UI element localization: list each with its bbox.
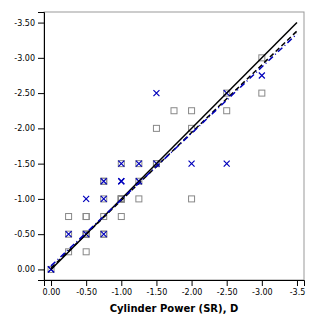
point (224, 161, 230, 167)
axis-line (45, 281, 305, 287)
tick-label: -3.50 (14, 19, 35, 28)
point (153, 125, 159, 131)
point (118, 161, 124, 167)
tick-mark (38, 199, 44, 200)
tick-label: -0.50 (14, 230, 35, 239)
series (51, 31, 297, 268)
tick-mark (156, 280, 157, 286)
point (83, 214, 89, 220)
tick: -3.00 (252, 280, 273, 297)
point (83, 214, 89, 220)
point (101, 196, 107, 202)
point (189, 108, 195, 114)
tick-mark (297, 280, 298, 286)
point (189, 196, 195, 202)
point (83, 249, 89, 255)
point (118, 178, 124, 184)
tick: -1.00 (111, 280, 132, 297)
point (66, 231, 72, 237)
tick-mark (192, 280, 193, 286)
point (259, 72, 265, 78)
tick-mark (38, 93, 44, 94)
tick: -1.50 (147, 280, 168, 297)
tick-label: 0.00 (43, 288, 61, 297)
tick-label: -1.00 (111, 288, 132, 297)
tick-label: -0.50 (76, 288, 97, 297)
tick: -3.5 (290, 280, 306, 297)
tick-mark (38, 128, 44, 129)
tick-mark (262, 280, 263, 286)
tick-label: -3.00 (14, 54, 35, 63)
point (118, 161, 124, 167)
point (259, 90, 265, 96)
line (51, 31, 297, 268)
point (101, 231, 107, 237)
tick-label: -1.00 (14, 195, 35, 204)
point (101, 196, 107, 202)
series (51, 23, 297, 270)
tick: -2.00 (14, 124, 44, 133)
tick-mark (51, 280, 52, 286)
point (66, 214, 72, 220)
tick-mark (86, 280, 87, 286)
tick-label: 0.00 (17, 265, 35, 274)
tick-mark (38, 269, 44, 270)
point (153, 90, 159, 96)
point (118, 178, 124, 184)
tick: -3.00 (14, 54, 44, 63)
point (83, 196, 89, 202)
line (51, 34, 297, 266)
axis-line (38, 13, 45, 281)
marks (48, 23, 297, 273)
series (51, 34, 297, 266)
tick-label: -2.00 (14, 124, 35, 133)
tick: -1.00 (14, 195, 44, 204)
y-axis: 0.00 -0.50 -1.00 -1.50 -2.00 -2.50 -3.00 -3.50 (14, 13, 44, 281)
tick: -0.50 (76, 280, 97, 297)
point (101, 178, 107, 184)
chart: 0.00-0.50-1.00-1.50-2.00-2.50-3.00-3.50.… (0, 0, 320, 320)
point (136, 196, 142, 202)
point (101, 178, 107, 184)
tick-label: -3.00 (252, 288, 273, 297)
point (171, 108, 177, 114)
point (118, 214, 124, 220)
tick-label: -2.00 (182, 288, 203, 297)
series (48, 72, 265, 272)
tick-label: -3.5 (290, 288, 306, 297)
tick: -2.00 (182, 280, 203, 297)
plot-frame (44, 12, 304, 280)
tick-mark (38, 58, 44, 59)
tick-mark (121, 280, 122, 286)
tick-label: -2.50 (14, 89, 35, 98)
tick-mark (38, 234, 44, 235)
tick-mark (38, 23, 44, 24)
plot: 0.00-0.50-1.00-1.50-2.00-2.50-3.00-3.50.… (14, 12, 305, 297)
point (101, 231, 107, 237)
tick: -1.50 (14, 160, 44, 169)
point (224, 108, 230, 114)
tick: -2.50 (217, 280, 238, 297)
tick-label: -1.50 (147, 288, 168, 297)
tick: -3.50 (14, 19, 44, 28)
point (136, 161, 142, 167)
point (101, 231, 107, 237)
tick-label: -2.50 (217, 288, 238, 297)
point (66, 231, 72, 237)
tick: -2.50 (14, 89, 44, 98)
line (51, 23, 297, 270)
point (101, 178, 107, 184)
point (136, 161, 142, 167)
tick: -0.50 (14, 230, 44, 239)
x-axis: 0.00 -0.50 -1.00 -1.50 -2.00 -2.50 -3.00 -3.5 (43, 280, 306, 297)
tick-mark (38, 164, 44, 165)
tick-mark (227, 280, 228, 286)
point (189, 161, 195, 167)
tick-label: -1.50 (14, 160, 35, 169)
x-axis-title: Cylinder Power (SR), D (110, 303, 238, 314)
tick: 0.00 (43, 280, 61, 297)
tick: 0.00 (17, 265, 44, 274)
